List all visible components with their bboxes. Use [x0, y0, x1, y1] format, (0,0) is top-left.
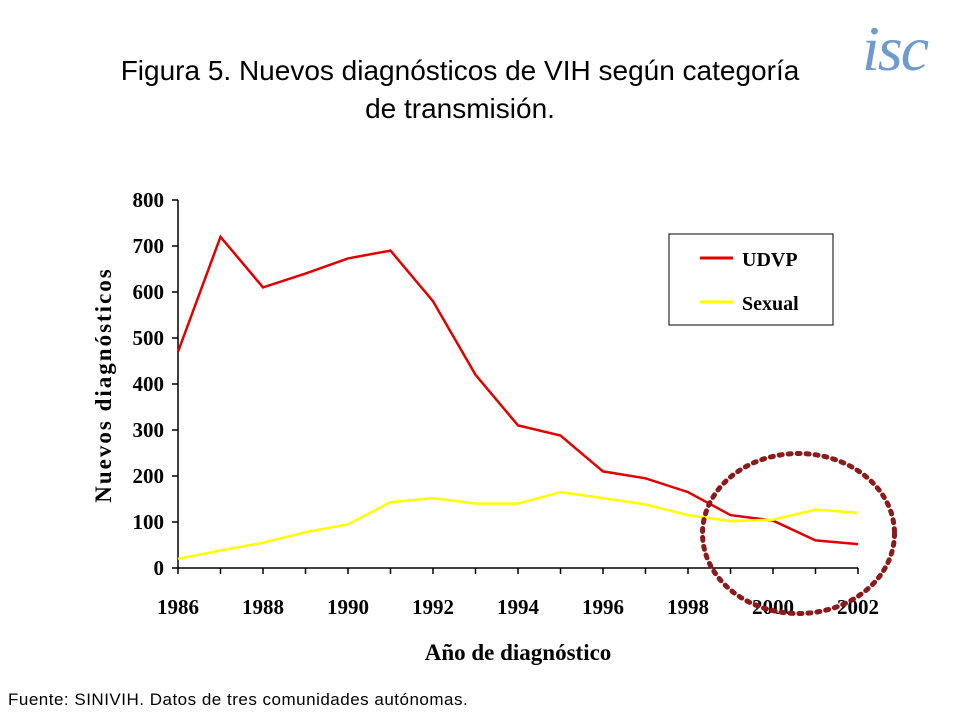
isc-logo: isc	[862, 13, 929, 84]
x-tick-label: 1988	[242, 595, 284, 619]
series-line-sexual	[177, 490, 859, 561]
y-tick-label: 100	[133, 510, 165, 534]
x-ticks: 1986 1988 1990 1992 1994 1996 1998 2000 2002	[157, 568, 879, 619]
x-tick-label: 1992	[412, 595, 454, 619]
y-tick-label: 600	[133, 280, 165, 304]
legend-box	[668, 233, 834, 326]
legend-label-sexual: Sexual	[742, 293, 799, 315]
y-tick-label: 200	[133, 464, 165, 488]
y-tick-label: 800	[133, 188, 165, 212]
x-tick-label: 1994	[497, 595, 540, 619]
chart-title-line1: Figura 5. Nuevos diagnósticos de VIH seg…	[120, 55, 800, 86]
y-axis-label: Nuevos diagnósticos	[91, 267, 116, 502]
chart-title: Figura 5. Nuevos diagnósticos de VIH seg…	[40, 52, 880, 128]
y-ticks: 0 100 200 300 400 500 600 700 800	[133, 188, 178, 580]
x-tick-label: 1990	[327, 595, 369, 619]
legend: UDVP Sexual	[668, 233, 834, 326]
highlight-circle	[700, 451, 897, 616]
y-tick-label: 300	[133, 418, 165, 442]
y-tick-label: 0	[154, 556, 165, 580]
y-tick-label: 700	[133, 234, 165, 258]
legend-label-udvp: UDVP	[742, 249, 798, 271]
source-note: Fuente: SINIVIH. Datos de tres comunidad…	[8, 690, 469, 709]
x-tick-label: 1998	[667, 595, 709, 619]
x-tick-label: 2002	[837, 595, 879, 619]
plot-area: 0 100 200 300 400 500 600 700 800 1986 1988 1990 19…	[133, 188, 880, 619]
x-tick-label: 1986	[157, 595, 199, 619]
series-layer	[176, 234, 859, 561]
x-tick-label: 1996	[582, 595, 624, 619]
series-line-udvp	[176, 234, 859, 546]
y-tick-label: 400	[133, 372, 165, 396]
chart-title-line2: de transmisión.	[365, 93, 555, 124]
y-tick-label: 500	[133, 326, 165, 350]
x-axis-label: Año de diagnóstico	[425, 640, 612, 665]
